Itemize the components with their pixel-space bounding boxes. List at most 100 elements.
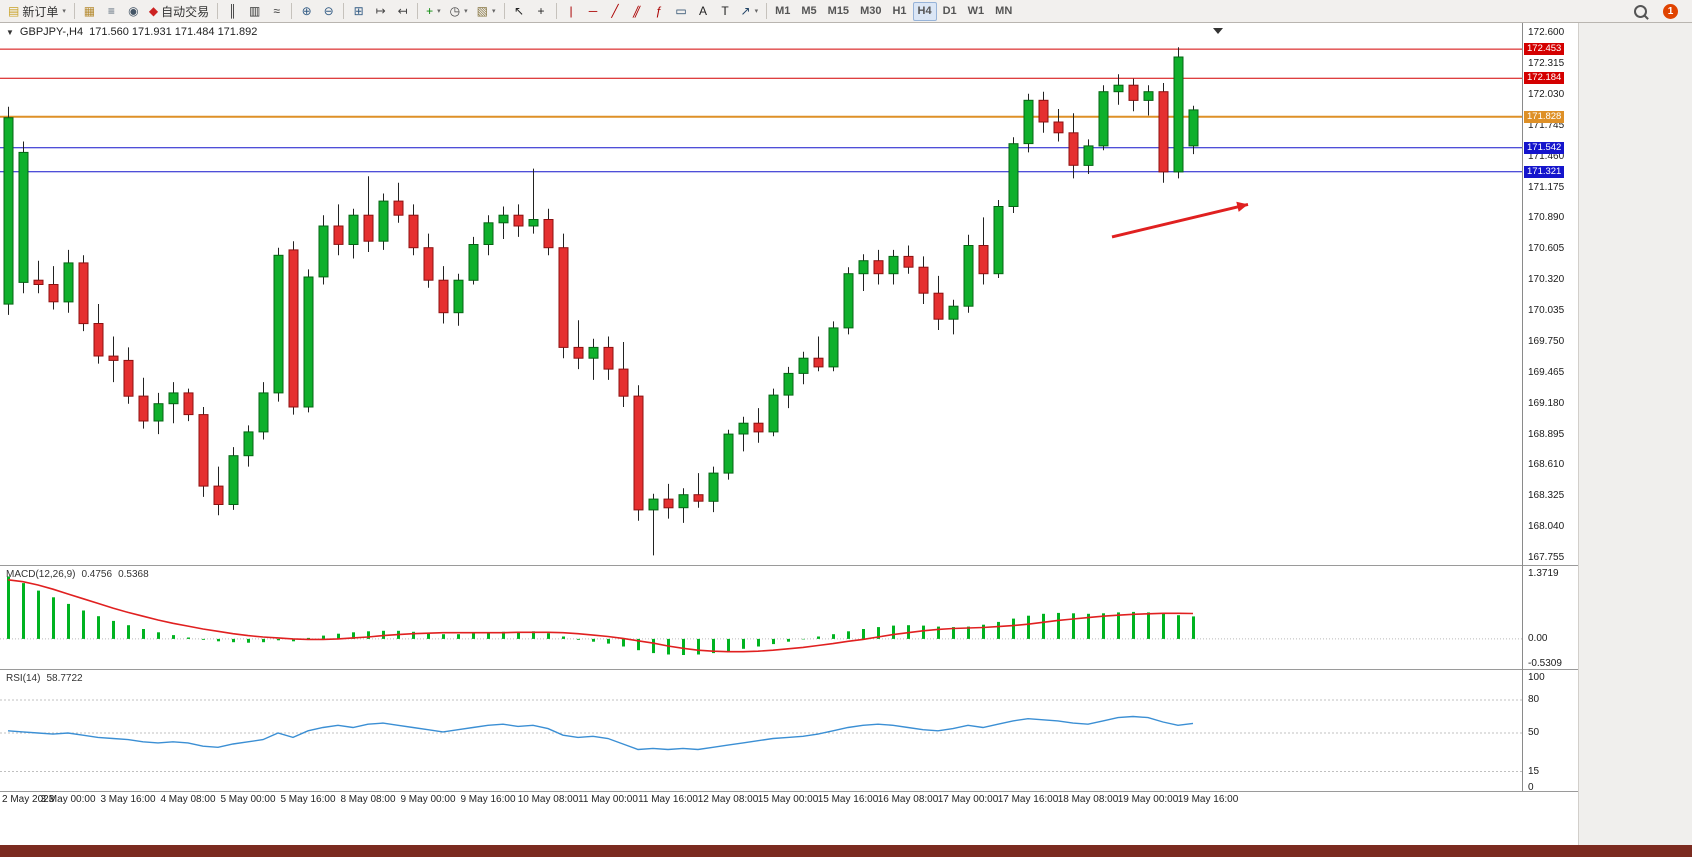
dropdown-caret-icon: ▾	[754, 8, 759, 15]
time-axis-label: 3 May 16:00	[100, 794, 156, 805]
candle	[138, 395, 149, 422]
periods-button[interactable]: ◷ ▾	[446, 2, 472, 21]
templates-button[interactable]: ▧ ▾	[473, 2, 500, 21]
toolbar-separator	[343, 3, 345, 19]
new-order-button[interactable]: ▤ 新订单 ▾	[4, 2, 70, 21]
macd-label: MACD(12,26,9) 0.4756 0.5368	[6, 569, 149, 580]
time-axis-label: 8 May 08:00	[340, 794, 396, 805]
time-axis-label: 5 May 16:00	[280, 794, 336, 805]
candle	[498, 214, 509, 224]
trendline-button[interactable]: ╱	[605, 2, 626, 21]
candle	[798, 357, 809, 374]
timeframe-mn-button[interactable]: MN	[990, 2, 1017, 21]
timeframe-toolbar: M1 M5 M15 M30 H1 H4 D1 W1 MN	[770, 1, 1017, 21]
price-axis-label: 169.465	[1528, 367, 1565, 378]
main-toolbar: ▤ 新订单 ▾ ▦ ≡ ◉ ◆ 自动交易 ║ ▥ ≈ ⊕ ⊖ ⊞ ↦ ↤ + ▾ ◷ ▾ ▧ ▾ ↖ + | ─ ╱ ∥ ƒ ▭ A T ↗ ▾ …	[0, 0, 1692, 23]
tools-toolbar: ▤ 新订单 ▾ ▦ ≡ ◉ ◆ 自动交易 ║ ▥ ≈ ⊕ ⊖ ⊞ ↦ ↤ + ▾ ◷ ▾ ▧ ▾ ↖ + | ─ ╱ ∥ ƒ ▭ A T ↗ ▾	[4, 2, 770, 21]
candle	[543, 219, 554, 249]
indicators-button[interactable]: + ▾	[422, 2, 445, 21]
time-axis: 2 May 2023 3 May 00:00 3 May 16:00 4 May 08…	[0, 792, 1578, 812]
macd-scale-label: 0.00	[1528, 633, 1548, 644]
search-button[interactable]	[1626, 1, 1655, 22]
arrows-button[interactable]: ↗ ▾	[737, 2, 763, 21]
price-axis-label: 169.750	[1528, 336, 1565, 347]
price-axis-label: 168.895	[1528, 429, 1565, 440]
candle	[978, 245, 989, 275]
notification-badge[interactable]: 1	[1663, 3, 1678, 19]
candle	[48, 284, 59, 303]
bar-chart-button[interactable]: ║	[222, 2, 243, 21]
candle	[108, 355, 119, 361]
price-axis-label: 172.030	[1528, 89, 1565, 100]
candle	[363, 214, 374, 242]
candle	[783, 372, 794, 396]
candle	[948, 305, 959, 320]
zoom-in-button[interactable]: ⊕	[296, 2, 317, 21]
charts-button[interactable]: ▦	[79, 2, 100, 21]
candle	[423, 247, 434, 281]
time-axis-label: 15 May 16:00	[817, 794, 879, 805]
panel-separator[interactable]	[0, 669, 1578, 670]
candlestick-chart-button[interactable]: ▥	[244, 2, 265, 21]
tile-windows-button[interactable]: ⊞	[348, 2, 369, 21]
timeframe-h1-button[interactable]: H1	[887, 2, 911, 21]
timeframe-m5-button[interactable]: M5	[796, 2, 821, 21]
timeframe-m1-button[interactable]: M1	[770, 2, 795, 21]
toolbar-separator	[503, 3, 505, 19]
crosshair-button[interactable]: +	[531, 2, 552, 21]
candle	[573, 346, 584, 359]
rsi-panel	[0, 699, 1522, 772]
timeframe-m30-button[interactable]: M30	[855, 2, 886, 21]
candle	[348, 214, 359, 245]
shapes-button[interactable]: ▭	[671, 2, 692, 21]
candle	[558, 247, 569, 348]
auto-scroll-button[interactable]: ↦	[370, 2, 391, 21]
candle	[723, 433, 734, 474]
panel-separator[interactable]	[0, 791, 1578, 792]
label-button[interactable]: T	[715, 2, 736, 21]
timeframe-d1-button[interactable]: D1	[938, 2, 962, 21]
zoom-out-button[interactable]: ⊖	[318, 2, 339, 21]
candle	[963, 245, 974, 307]
candle	[483, 222, 494, 246]
line-chart-button[interactable]: ≈	[266, 2, 287, 21]
dropdown-caret-icon: ▾	[464, 8, 468, 15]
timeframe-h4-button[interactable]: H4	[912, 1, 937, 21]
data-window-button[interactable]: ◉	[123, 2, 144, 21]
profiles-button[interactable]: ≡	[101, 2, 122, 21]
channel-button[interactable]: ∥	[627, 2, 648, 21]
text-button[interactable]: A	[693, 2, 714, 21]
chart-shift-marker[interactable]	[1213, 28, 1223, 34]
timeframe-w1-button[interactable]: W1	[963, 2, 990, 21]
candle	[393, 200, 404, 216]
chart-shift-button[interactable]: ↤	[392, 2, 413, 21]
auto-trading-icon: ◆	[148, 4, 159, 18]
chart-title: ▼ GBPJPY-,H4 171.560 171.931 171.484 171…	[6, 26, 257, 38]
candle	[123, 359, 134, 397]
candle	[528, 219, 539, 227]
trendline-icon: ╱	[611, 4, 619, 18]
add-indicator-icon: +	[426, 4, 434, 18]
macd-value: 0.4756	[81, 569, 113, 580]
candle	[318, 225, 329, 278]
horizontal-line-button[interactable]: ─	[583, 2, 604, 21]
candle	[228, 455, 239, 506]
vertical-line-button[interactable]: |	[561, 2, 582, 21]
candle	[168, 392, 179, 405]
panel-separator[interactable]	[0, 565, 1578, 566]
toolbar-right-group: 1	[1626, 1, 1688, 22]
rsi-scale-label: 100	[1528, 672, 1545, 683]
collapse-arrow-icon[interactable]: ▼	[6, 27, 14, 37]
auto-trading-button[interactable]: ◆ 自动交易	[145, 2, 213, 21]
candle	[1143, 91, 1154, 101]
cursor-button[interactable]: ↖	[509, 2, 530, 21]
trend-arrow[interactable]	[1111, 202, 1249, 239]
candle	[663, 498, 674, 509]
timeframe-m15-button[interactable]: M15	[823, 2, 854, 21]
candle	[633, 395, 644, 511]
toolbar-separator	[417, 3, 419, 19]
chart-window: ▼ GBPJPY-,H4 171.560 171.931 171.484 171…	[0, 23, 1692, 845]
time-axis-label: 12 May 08:00	[697, 794, 759, 805]
fibonacci-button[interactable]: ƒ	[649, 2, 670, 21]
cursor-icon: ↖	[513, 4, 525, 18]
